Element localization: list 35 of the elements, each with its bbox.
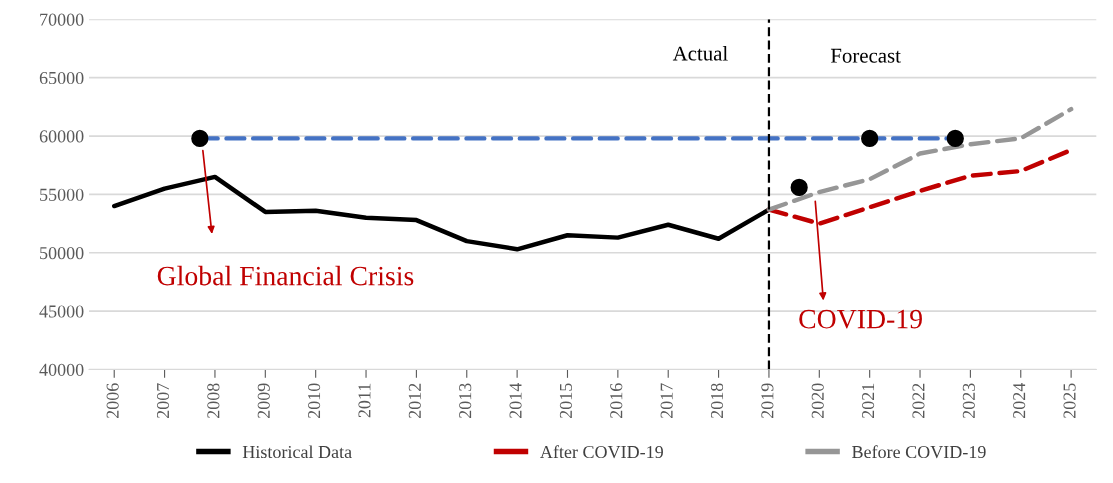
y-tick-label: 50000 bbox=[40, 247, 84, 260]
annotation: Actual bbox=[672, 45, 728, 61]
x-tick-label: 2025 bbox=[1063, 383, 1076, 419]
y-tick-label: 65000 bbox=[39, 71, 84, 85]
x-tick-label: 2016 bbox=[610, 383, 623, 419]
legend-label: Before COVID-19 bbox=[852, 445, 986, 459]
y-tick-label: 40000 bbox=[39, 363, 84, 376]
y-tick-label: 70000 bbox=[40, 13, 84, 26]
x-tick-label: 2018 bbox=[710, 383, 724, 419]
y-tick-label: 55000 bbox=[40, 188, 84, 201]
x-tick-label: 2006 bbox=[106, 383, 119, 419]
y-tick-label: 60000 bbox=[39, 130, 84, 143]
annotation: Forecast bbox=[830, 48, 901, 63]
legend-label: After COVID-19 bbox=[540, 445, 663, 459]
x-tick-label: 2008 bbox=[207, 383, 220, 419]
annotation: COVID-19 bbox=[799, 309, 922, 329]
x-tick-label: 2013 bbox=[459, 383, 472, 419]
x-tick-label: 2010 bbox=[308, 383, 321, 419]
x-tick-label: 2024 bbox=[1013, 382, 1026, 419]
x-tick-label: 2022 bbox=[912, 383, 925, 419]
x-tick-label: 2020 bbox=[811, 383, 824, 419]
x-tick-label: 2019 bbox=[761, 383, 774, 419]
x-tick-label: 2012 bbox=[408, 383, 421, 419]
line-series bbox=[766, 106, 1074, 212]
x-tick-label: 2015 bbox=[559, 383, 573, 419]
x-tick-label: 2023 bbox=[962, 383, 975, 419]
y-tick-label: 45000 bbox=[39, 305, 84, 318]
x-tick-label: 2009 bbox=[257, 383, 270, 419]
legend-label: Historical Data bbox=[242, 445, 352, 459]
x-tick-label: 2014 bbox=[509, 382, 522, 419]
annotation: Global Financial Crisis bbox=[157, 265, 414, 286]
x-tick-label: 2021 bbox=[862, 383, 875, 419]
x-tick-label: 2017 bbox=[660, 383, 673, 419]
x-tick-label: 2007 bbox=[156, 383, 170, 419]
x-tick-label: 2011 bbox=[358, 383, 371, 418]
